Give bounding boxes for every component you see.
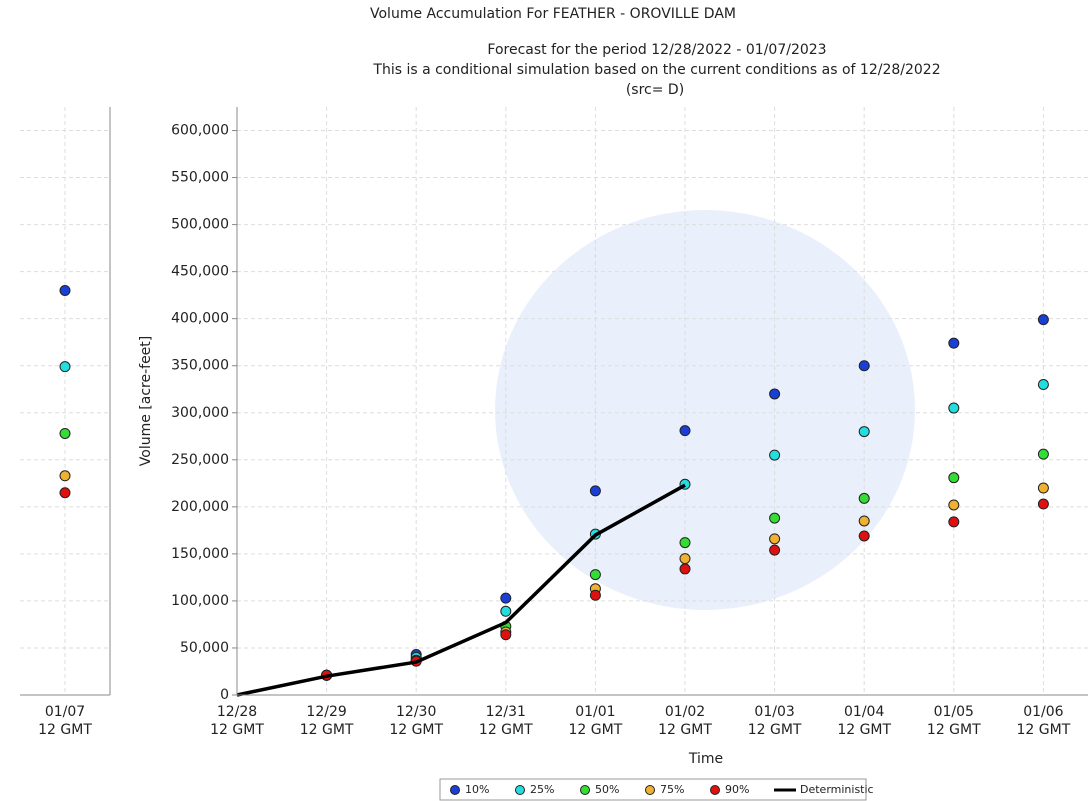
point [948,516,960,528]
x-tick-label: 01/06 12 GMT [1017,704,1071,738]
x-tick-label: 12/31 12 GMT [479,704,533,738]
point [769,449,781,461]
point [858,515,870,527]
y-tick-label: 350,000 [171,358,229,374]
point [1037,482,1049,494]
point [948,499,960,511]
x-axis-label: Time [688,751,723,767]
legend-marker [710,785,720,795]
y-axis-label: Volume [acre-feet] [138,336,154,466]
x-tick-label: 01/05 12 GMT [927,704,981,738]
chart-note: This is a conditional simulation based o… [372,62,940,78]
legend-label: Deterministic [800,783,874,796]
x-tick-label: 01/03 12 GMT [748,704,802,738]
chart-subtitle: Forecast for the period 12/28/2022 - 01/… [487,42,826,58]
point [500,629,512,641]
point [589,589,601,601]
point [59,427,71,439]
y-tick-label: 550,000 [171,170,229,186]
point [948,472,960,484]
x-tick-label: 01/02 12 GMT [658,704,712,738]
x-tick-label: 01/01 12 GMT [569,704,623,738]
point [769,544,781,556]
point [1037,498,1049,510]
point [589,485,601,497]
y-tick-label: 200,000 [171,499,229,515]
x-tick-label: 01/04 12 GMT [837,704,891,738]
x-tick-label: 01/07 12 GMT [38,704,92,738]
legend-label: 75% [660,783,684,796]
legend-marker [645,785,655,795]
point [858,530,870,542]
watermark [495,210,915,610]
point [1037,448,1049,460]
point [1037,314,1049,326]
legend-label: 90% [725,783,749,796]
legend-marker [450,785,460,795]
legend-marker [580,785,590,795]
legend-label: 50% [595,783,619,796]
y-tick-label: 150,000 [171,546,229,562]
y-tick-label: 300,000 [171,405,229,421]
point [948,337,960,349]
y-tick-label: 100,000 [171,593,229,609]
legend-marker [515,785,525,795]
point [500,592,512,604]
point [769,512,781,524]
point [59,284,71,296]
point [59,487,71,499]
legend-label: 25% [530,783,554,796]
y-tick-label: 0 [220,687,229,703]
x-tick-label: 12/29 12 GMT [300,704,354,738]
y-tick-label: 600,000 [171,123,229,139]
y-tick-label: 50,000 [180,640,229,656]
x-tick-label: 12/28 12 GMT [210,704,264,738]
point [858,360,870,372]
point [1037,379,1049,391]
chart-source: (src= D) [626,82,684,98]
legend-label: 10% [465,783,489,796]
point [679,425,691,437]
deterministic-line [236,483,686,697]
y-tick-label: 450,000 [171,264,229,280]
point [679,537,691,549]
y-tick-label: 400,000 [171,311,229,327]
point [679,563,691,575]
point [858,492,870,504]
y-tick-label: 500,000 [171,217,229,233]
point [59,361,71,373]
x-tick-label: 12/30 12 GMT [389,704,443,738]
y-tick-label: 250,000 [171,452,229,468]
point [769,533,781,545]
point [500,605,512,617]
point [948,402,960,414]
chart-title: Volume Accumulation For FEATHER - OROVIL… [370,6,736,22]
point [589,569,601,581]
point [769,388,781,400]
point [679,553,691,565]
point [59,470,71,482]
point [858,426,870,438]
